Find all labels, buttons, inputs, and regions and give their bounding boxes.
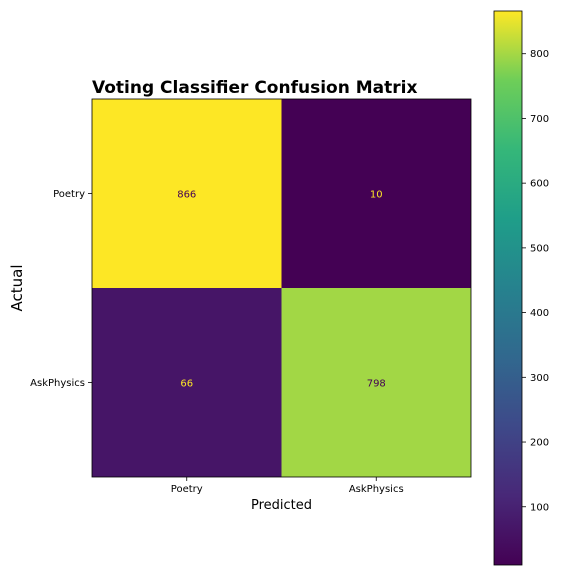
- heatmap-cells: [92, 99, 471, 477]
- y-tick-label: AskPhysics: [30, 378, 85, 389]
- colorbar-tick-label: 600: [530, 179, 549, 190]
- heatmap-cell: [281, 99, 471, 288]
- heatmap-cell: [92, 288, 282, 477]
- heatmap-cell: [281, 288, 471, 477]
- y-axis-ticks: Poetry AskPhysics: [30, 189, 92, 389]
- heatmap-cell: [92, 99, 282, 288]
- colorbar-tick-label: 400: [530, 308, 549, 319]
- x-tick-label: AskPhysics: [349, 484, 404, 495]
- chart-title: Voting Classifier Confusion Matrix: [92, 78, 417, 98]
- x-axis-ticks: Poetry AskPhysics: [171, 477, 404, 495]
- colorbar-tick-label: 100: [530, 502, 549, 513]
- x-tick-label: Poetry: [171, 484, 203, 495]
- heatmap-cell-label: 798: [367, 379, 386, 390]
- colorbar-tick-label: 800: [530, 49, 549, 60]
- colorbar-tick-label: 200: [530, 438, 549, 449]
- heatmap-cell-label: 866: [177, 190, 196, 201]
- colorbar-tick-label: 500: [530, 243, 549, 254]
- plot-frame: [91, 98, 472, 478]
- heatmap-cell-labels: 866 10 66 798: [177, 190, 386, 390]
- heatmap-cell-label: 10: [370, 190, 383, 201]
- y-axis-label: Actual: [8, 265, 26, 312]
- heatmap-cell-label: 66: [180, 379, 193, 390]
- colorbar: [493, 10, 523, 566]
- y-tick-label: Poetry: [53, 189, 85, 200]
- x-axis-label: Predicted: [251, 498, 312, 513]
- colorbar-ticks: 100 200 300 400 500 600 700 800: [522, 49, 549, 513]
- colorbar-tick-label: 700: [530, 114, 549, 125]
- colorbar-tick-label: 300: [530, 373, 549, 384]
